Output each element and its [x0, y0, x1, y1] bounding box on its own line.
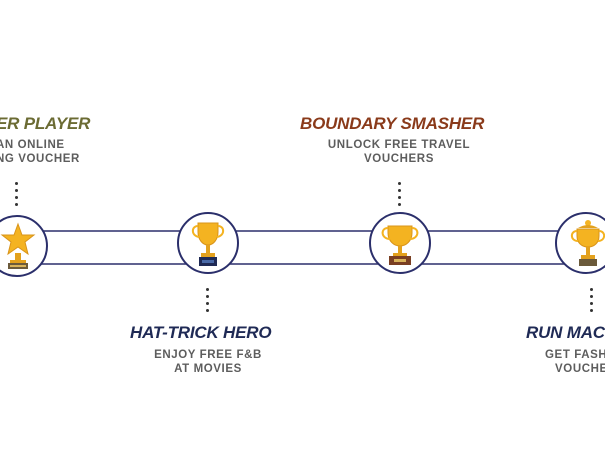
milestone-desc-3-line2: VOUCHERS	[364, 153, 434, 165]
milestone-node-4[interactable]	[555, 212, 605, 274]
milestone-title-3: BOUNDARY SMASHER	[300, 114, 485, 133]
connector-dots-2	[206, 288, 209, 316]
milestone-desc-4-line1: GET FASH	[545, 349, 605, 361]
milestone-desc-3-line1: UNLOCK FREE TRAVEL	[327, 139, 471, 151]
milestone-node-2[interactable]	[177, 212, 239, 274]
lidded-trophy-icon	[570, 220, 605, 266]
milestone-node-1[interactable]	[0, 215, 48, 277]
star-trophy-icon	[0, 222, 36, 269]
connector-dots-4	[590, 288, 593, 316]
milestone-desc-1-line2: NG VOUCHER	[0, 153, 80, 165]
milestone-desc-2-line1: ENJOY FREE F&B	[154, 349, 262, 361]
milestone-desc-4: GET FASH VOUCHE	[545, 348, 605, 376]
cup-trophy-brown-base-icon	[381, 225, 419, 265]
milestone-node-3[interactable]	[369, 212, 431, 274]
milestone-desc-1-line1: AN ONLINE	[0, 139, 65, 151]
milestone-title-1: ER PLAYER	[0, 114, 91, 133]
milestone-desc-1: AN ONLINE NG VOUCHER	[0, 138, 80, 166]
connector-dots-1	[15, 182, 18, 210]
milestone-title-2: HAT-TRICK HERO	[130, 323, 272, 342]
cup-trophy-blue-base-icon	[191, 222, 225, 266]
milestone-desc-2: ENJOY FREE F&B AT MOVIES	[149, 348, 267, 376]
milestone-desc-2-line2: AT MOVIES	[174, 363, 242, 375]
milestone-desc-4-line2: VOUCHE	[555, 363, 605, 375]
milestone-desc-3: UNLOCK FREE TRAVEL VOUCHERS	[321, 138, 477, 166]
milestone-title-4: RUN MAC	[526, 323, 605, 342]
connector-dots-3	[398, 182, 401, 210]
